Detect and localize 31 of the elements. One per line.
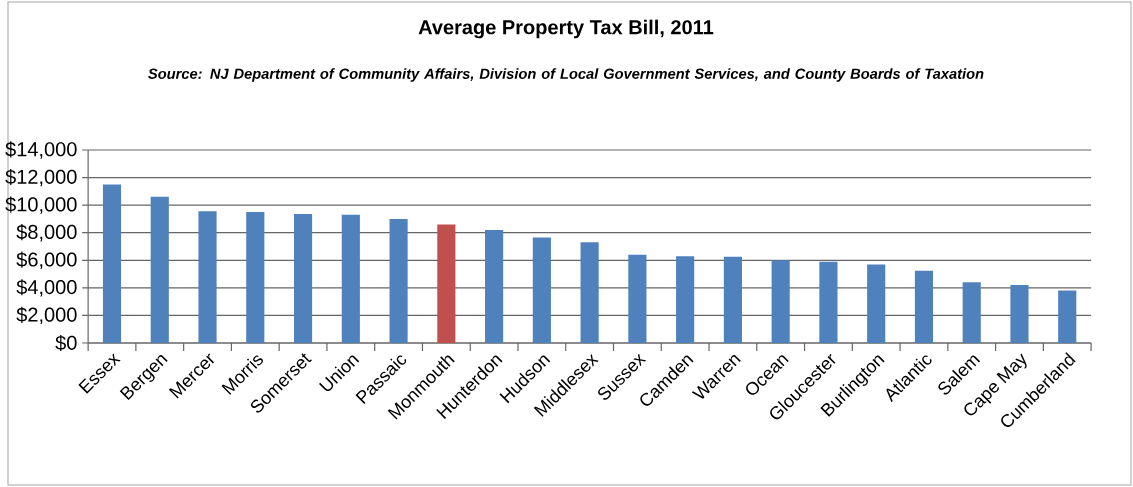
bar	[341, 214, 360, 343]
bar	[867, 264, 886, 343]
y-tick-label: $10,000	[5, 196, 77, 214]
bar	[532, 237, 551, 343]
bar	[914, 270, 934, 343]
y-tick-label: $2,000	[16, 306, 77, 325]
bar	[389, 218, 408, 343]
y-tick-label: $8,000	[16, 224, 77, 242]
bar	[1010, 285, 1029, 343]
bar	[246, 212, 265, 343]
bar	[150, 196, 169, 343]
bar	[437, 224, 456, 343]
bar	[962, 282, 981, 343]
bar	[485, 229, 504, 343]
bar	[676, 256, 695, 343]
bar	[293, 214, 313, 343]
bar	[819, 261, 838, 343]
y-tick-label: $14,000	[5, 141, 77, 159]
bar	[580, 242, 599, 343]
y-tick-label: $12,000	[5, 168, 77, 187]
bar	[628, 254, 647, 343]
bar	[1058, 290, 1077, 343]
bar	[198, 211, 217, 343]
bar	[723, 256, 742, 343]
y-tick-label: $6,000	[16, 251, 77, 269]
chart-title: Average Property Tax Bill, 2011	[418, 19, 714, 39]
chart-subtitle: Source: NJ Department of Community Affairs, Division of Local Government Services, and County Boards of Taxation	[148, 68, 984, 82]
bar	[771, 260, 790, 343]
y-tick-label: $0	[55, 334, 77, 352]
y-tick-label: $4,000	[16, 279, 77, 297]
bar	[102, 184, 122, 343]
